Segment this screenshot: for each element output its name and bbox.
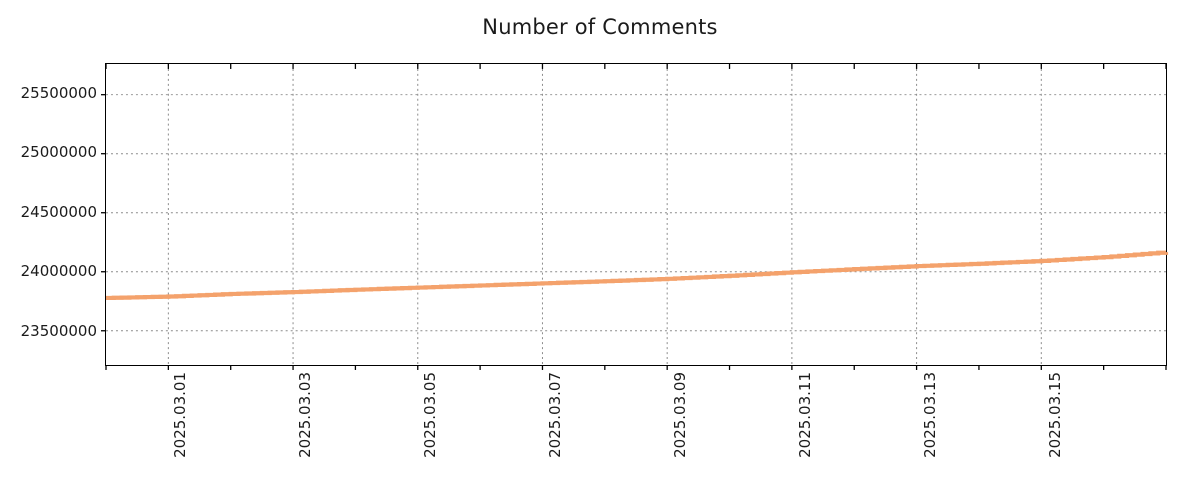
- x-axis-tick-label: 2025.03.03: [296, 372, 315, 458]
- y-axis-tick-labels: 23500000 24000000 24500000 25000000 25500000: [0, 63, 97, 366]
- grid-lines: [106, 64, 1166, 365]
- x-axis-tick-label: 2025.03.01: [171, 372, 190, 458]
- x-axis-tick-label: 2025.03.05: [421, 372, 440, 458]
- x-axis-tick-label: 2025.03.15: [1046, 372, 1065, 458]
- y-axis-tick-label: 24500000: [20, 202, 97, 221]
- x-axis-tick-label: 2025.03.11: [796, 372, 815, 458]
- axis-ticks: [101, 64, 1167, 370]
- series-line-number-of-comments: [106, 64, 1166, 365]
- data-line: [106, 252, 1166, 298]
- x-axis-tick-label: 2025.03.13: [921, 372, 940, 458]
- x-axis-tick-label: 2025.03.07: [546, 372, 565, 458]
- y-axis-tick-label: 25000000: [20, 143, 97, 162]
- y-axis-tick-label: 25500000: [20, 83, 97, 102]
- y-axis-tick-label: 23500000: [20, 321, 97, 340]
- plot-area: [101, 63, 1167, 370]
- x-axis-tick-labels: 2025.03.01 2025.03.03 2025.03.05 2025.03.07…: [105, 372, 1167, 492]
- page-title: Number of Comments: [482, 15, 718, 39]
- y-axis-tick-label: 24000000: [20, 262, 97, 281]
- x-axis-tick-label: 2025.03.09: [671, 372, 690, 458]
